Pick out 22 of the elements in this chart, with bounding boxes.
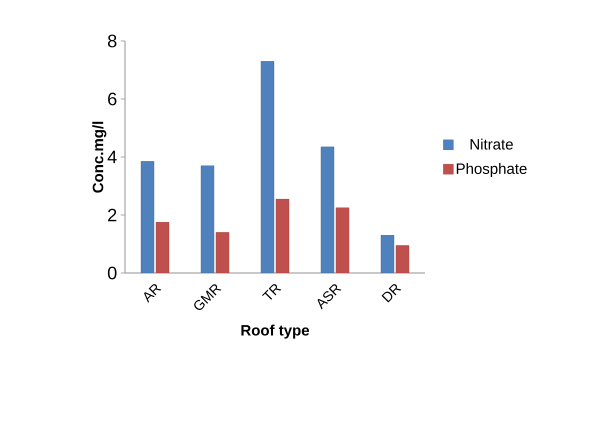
y-tick-label: 6 bbox=[108, 92, 116, 106]
bar bbox=[140, 161, 154, 273]
y-tick-label: 4 bbox=[108, 150, 117, 164]
bar bbox=[276, 198, 290, 273]
bar bbox=[260, 61, 274, 273]
legend-label: Phosphate bbox=[456, 162, 527, 177]
bar bbox=[396, 245, 410, 273]
bar bbox=[200, 165, 214, 273]
bar bbox=[216, 232, 230, 273]
y-tick-label: 0 bbox=[108, 266, 117, 280]
x-tick-label: AR bbox=[144, 284, 162, 303]
bar bbox=[320, 146, 334, 273]
y-axis-title: Conc.mg/l bbox=[92, 122, 106, 193]
y-tick-label: 8 bbox=[108, 34, 116, 48]
bar bbox=[380, 235, 394, 273]
x-tick-label: DR bbox=[382, 284, 402, 303]
x-axis-title: Roof type bbox=[241, 324, 310, 339]
bar bbox=[156, 222, 170, 273]
bar bbox=[336, 208, 350, 273]
x-tick-label: TR bbox=[262, 284, 282, 300]
legend-label: Nitrate bbox=[470, 138, 513, 150]
y-tick-label: 2 bbox=[108, 208, 116, 222]
